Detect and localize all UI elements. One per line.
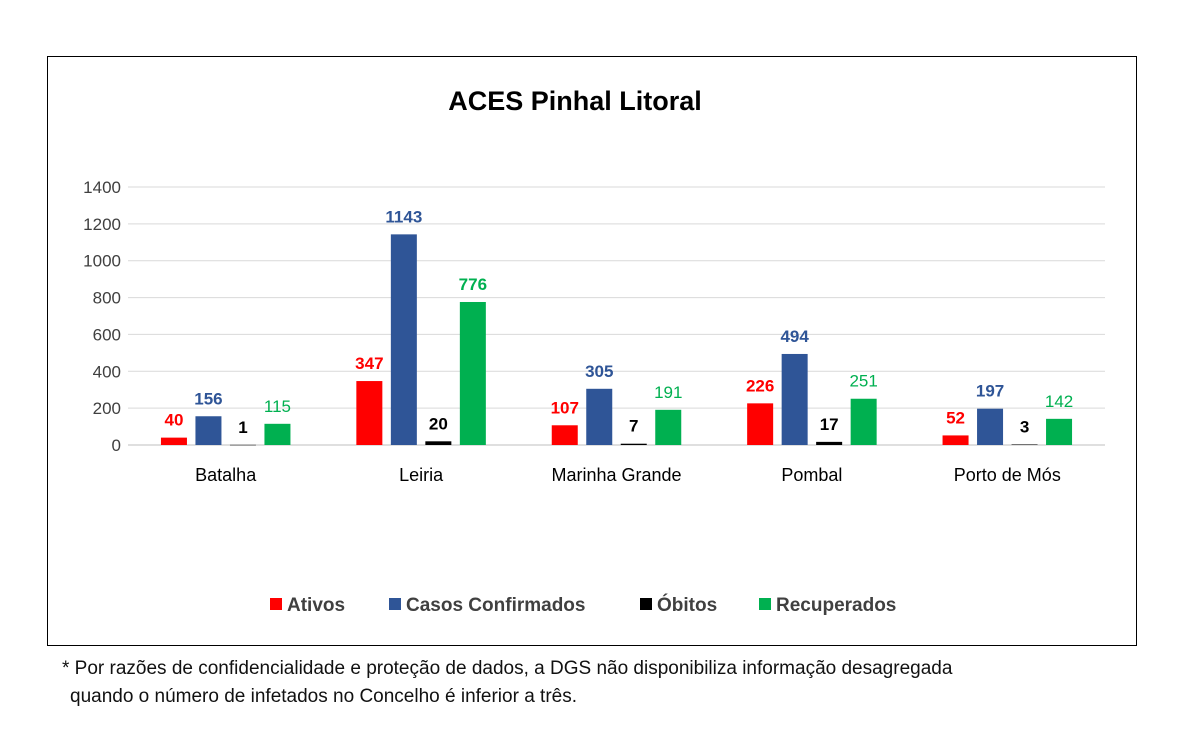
- data-label: 3: [1020, 417, 1029, 436]
- bar: [459, 301, 486, 445]
- x-tick-label: Leiria: [399, 465, 444, 485]
- data-label: 1: [238, 418, 247, 437]
- data-label: 40: [164, 411, 183, 430]
- legend-label: Ativos: [287, 595, 345, 616]
- data-label: 156: [194, 389, 222, 408]
- bar: [425, 441, 452, 445]
- data-label: 197: [976, 382, 1004, 401]
- footnote-line-1: * Por razões de confidencialidade e prot…: [62, 658, 953, 679]
- chart-title: ACES Pinhal Litoral: [448, 86, 702, 116]
- data-label: 1143: [385, 207, 422, 226]
- legend-label: Óbitos: [657, 594, 717, 616]
- bar: [586, 388, 613, 445]
- bar: [747, 403, 774, 445]
- bar: [160, 437, 187, 445]
- bar: [850, 398, 877, 445]
- legend-swatch: [759, 598, 771, 610]
- bar: [816, 441, 843, 445]
- footnote-line-2: quando o número de infetados no Concelho…: [70, 686, 577, 707]
- bar: [356, 381, 383, 445]
- x-tick-label: Porto de Mós: [954, 465, 1061, 485]
- bar: [229, 444, 256, 446]
- legend-swatch: [270, 598, 282, 610]
- bar: [195, 416, 222, 445]
- data-label: 115: [264, 397, 291, 416]
- bar: [551, 425, 578, 445]
- bar: [942, 435, 969, 445]
- bar: [1046, 418, 1073, 445]
- y-tick-label: 0: [112, 436, 121, 455]
- legend-label: Casos Confirmados: [406, 595, 585, 616]
- y-tick-label: 800: [93, 289, 121, 308]
- x-tick-label: Pombal: [781, 465, 842, 485]
- bar: [781, 353, 808, 445]
- data-label: 191: [654, 383, 682, 402]
- bar: [390, 234, 417, 445]
- data-label: 305: [585, 362, 613, 381]
- data-label: 494: [780, 327, 809, 346]
- bar: [655, 409, 682, 445]
- data-label: 7: [629, 417, 638, 436]
- data-label: 52: [946, 408, 965, 427]
- x-tick-label: Batalha: [195, 465, 257, 485]
- data-label: 142: [1045, 392, 1073, 411]
- y-tick-label: 1400: [83, 178, 121, 197]
- data-label: 226: [746, 376, 774, 395]
- data-label: 107: [551, 398, 579, 417]
- bar-chart: ACES Pinhal Litoral 0 200 400 600 800 1000 1200…: [83, 86, 1105, 616]
- y-tick-label: 1000: [83, 252, 121, 271]
- data-label: 251: [849, 372, 877, 391]
- chart-frame: ACES Pinhal Litoral 0 200 400 600 800 1000 1200…: [47, 56, 1137, 646]
- bar: [1011, 444, 1038, 445]
- footnote: * Por razões de confidencialidade e prot…: [62, 655, 1162, 711]
- x-tick-label: Marinha Grande: [551, 465, 681, 485]
- y-tick-label: 1200: [83, 215, 121, 234]
- bar: [620, 443, 647, 445]
- legend-label: Recuperados: [776, 595, 896, 616]
- legend-swatch: [640, 598, 652, 610]
- y-tick-label: 200: [93, 399, 121, 418]
- y-tick-label: 400: [93, 362, 121, 381]
- data-label: 347: [355, 354, 383, 373]
- bar: [264, 423, 291, 445]
- data-label: 20: [429, 414, 448, 433]
- legend-swatch: [389, 598, 401, 610]
- bar: [977, 408, 1004, 445]
- y-tick-label: 600: [93, 325, 121, 344]
- data-label: 776: [459, 275, 487, 294]
- data-label: 17: [820, 415, 839, 434]
